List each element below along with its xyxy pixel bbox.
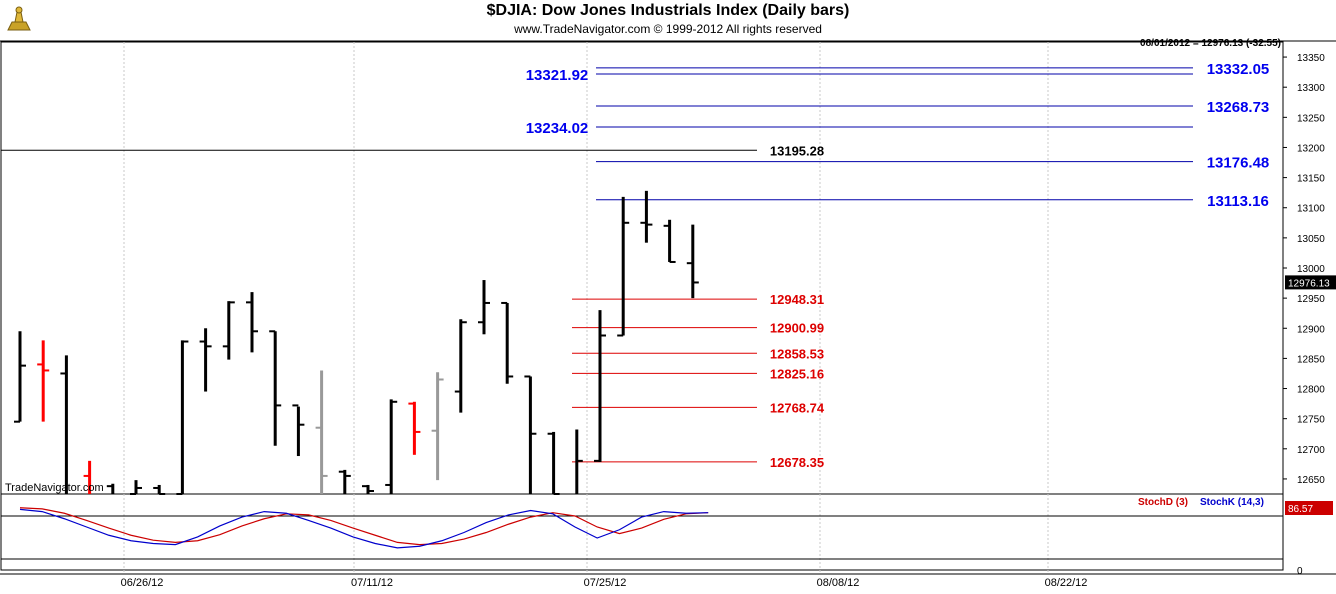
resistance-label: 13268.73 [1207,99,1270,116]
y-tick-label: 13150 [1297,174,1325,185]
pivot-label: 13195.28 [770,143,824,158]
y-tick-label: 13200 [1297,143,1325,154]
support-label: 12768.74 [770,400,825,415]
x-tick-label: 08/22/12 [1045,577,1088,589]
stochk-line [19,508,709,549]
last-price-box [1285,275,1336,290]
x-tick-label: 06/26/12 [121,577,164,589]
y-tick-label: 12700 [1297,445,1325,456]
resistance-label: 13176.48 [1207,155,1270,172]
stochd-line [19,507,709,546]
last-price-label: 12976.13 [1288,278,1330,289]
y-tick-label: 13300 [1297,83,1325,94]
y-tick-label: 13350 [1297,53,1325,64]
y-tick-label: 12850 [1297,354,1325,365]
y-tick-label: 13050 [1297,234,1325,245]
stoch-value-label: 86.57 [1288,504,1313,515]
x-tick-label: 07/25/12 [584,577,627,589]
chart-title: $DJIA: Dow Jones Industrials Index (Dail… [486,2,850,19]
x-tick-label: 07/11/12 [351,577,393,589]
x-tick-label: 08/08/12 [817,577,860,589]
y-tick-label: 13100 [1297,204,1325,215]
y-tick-label: 12800 [1297,385,1325,396]
stoch-value-box [1285,501,1333,515]
support-label: 12678.35 [770,455,824,470]
quote-readout: 08/01/2012 = 12976.13 (-32.55) [1140,38,1281,49]
y-tick-label: 12900 [1297,324,1325,335]
support-label: 12825.16 [770,366,824,381]
resistance-label: 13113.16 [1207,193,1269,210]
y-tick-label: 13250 [1297,113,1325,124]
stochd-legend: StochD (3) [1138,497,1188,508]
stoch-panel-frame [0,493,1284,571]
y-tick-label: 12650 [1297,475,1325,486]
stochk-legend: StochK (14,3) [1200,497,1264,508]
y-tick-label: 12750 [1297,415,1325,426]
y-tick-label: 12950 [1297,294,1325,305]
logo-icon [7,6,31,31]
resistance-label: 13332.05 [1207,61,1270,78]
chart-subtitle: www.TradeNavigator.com © 1999-2012 All r… [514,22,822,36]
price-panel-frame [0,41,1284,495]
y-tick-label: 13000 [1297,264,1325,275]
support-label: 12948.31 [770,292,824,307]
resistance-label: 13234.02 [526,120,589,137]
support-label: 12900.99 [770,321,824,336]
stoch-zero-label: 0 [1297,566,1303,577]
tradenavigator-logo [4,4,34,34]
resistance-label: 13321.92 [526,67,589,84]
watermark-text: TradeNavigator.com [5,482,104,494]
support-label: 12858.53 [770,346,824,361]
